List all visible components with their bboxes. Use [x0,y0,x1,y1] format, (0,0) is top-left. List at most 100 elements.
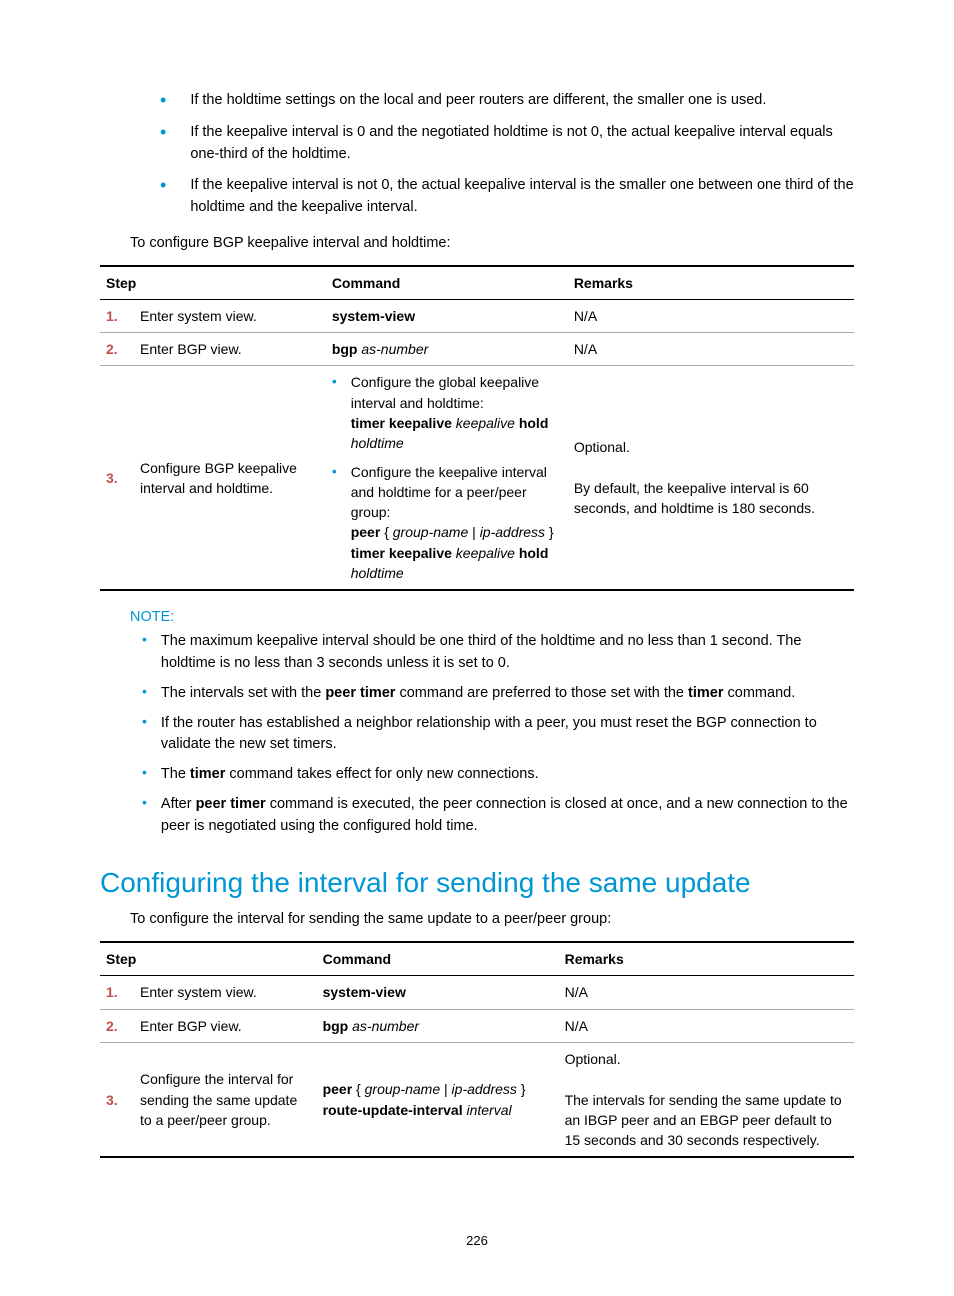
remark-cell: N/A [559,976,854,1009]
cmd-text: | [444,1081,448,1097]
remark-cell: N/A [559,1009,854,1042]
remark-cell: N/A [568,333,854,366]
cmd-bold: route-update-interval [323,1102,463,1118]
cmd-text: } [521,1081,526,1097]
remark-cell: N/A [568,299,854,332]
cmd-bold: system-view [332,308,415,324]
remark-text: The intervals for sending the same updat… [565,1092,842,1149]
note-list: • The maximum keepalive interval should … [142,631,854,837]
header-remarks: Remarks [568,266,854,300]
cmd-italic: as-number [352,1018,419,1034]
page-number: 226 [0,1233,954,1248]
list-item: • Configure the keepalive interval and h… [332,462,562,584]
table-row: 1. Enter system view. system-view N/A [100,299,854,332]
bullet-icon: • [160,175,166,197]
bullet-icon: • [332,462,337,480]
cmd-bold: hold [519,415,549,431]
header-command: Command [317,942,559,976]
cmd-bold: peer [351,524,381,540]
step-desc: Enter system view. [134,299,326,332]
bullet-text: If the holdtime settings on the local an… [190,90,766,112]
t: The [161,766,190,782]
cmd-bold: peer [323,1081,353,1097]
note-text: The maximum keepalive interval should be… [161,631,854,675]
note-header: NOTE: [130,609,854,625]
b: timer [688,685,723,701]
cmd-italic: group-name [393,524,469,540]
remark-text: Optional. [565,1051,621,1067]
cmd-italic: group-name [365,1081,441,1097]
command-cell: bgp as-number [317,1009,559,1042]
list-item: • If the keepalive interval is not 0, th… [160,175,854,219]
cmd-italic: holdtime [351,565,404,581]
command-cell: system-view [326,299,568,332]
b: peer timer [325,685,395,701]
cmd-text: Configure the global keepalive interval … [351,374,539,410]
bullet-text: If the keepalive interval is not 0, the … [190,175,854,219]
intro-text-2: To configure the interval for sending th… [130,911,854,927]
list-item: • Configure the global keepalive interva… [332,372,562,453]
bullet-text: If the keepalive interval is 0 and the n… [190,122,854,166]
cmd-italic: interval [466,1102,511,1118]
bullet-icon: • [142,713,147,730]
remark-cell: Optional. The intervals for sending the … [559,1042,854,1157]
cmd-block: Configure the global keepalive interval … [351,372,562,453]
note-text: After peer timer command is executed, th… [161,794,854,838]
cmd-text: { [384,524,389,540]
remark-cell: Optional. By default, the keepalive inte… [568,366,854,590]
cmd-italic: as-number [361,341,428,357]
command-cell: peer { group-name | ip-address } route-u… [317,1042,559,1157]
intro-text-1: To configure BGP keepalive interval and … [130,235,854,251]
keepalive-table: Step Command Remarks 1. Enter system vie… [100,265,854,592]
step-desc: Enter BGP view. [134,333,326,366]
bullet-icon: • [142,764,147,781]
top-bullet-list: • If the holdtime settings on the local … [160,90,854,219]
cmd-bullets: • Configure the global keepalive interva… [332,372,562,583]
t: command takes effect for only new connec… [225,766,538,782]
remark-text: By default, the keepalive interval is 60… [574,480,815,516]
bullet-icon: • [142,683,147,700]
step-desc: Configure the interval for sending the s… [134,1042,317,1157]
note-text: The intervals set with the peer timer co… [161,683,795,705]
bullet-icon: • [142,794,147,811]
list-item: • If the router has established a neighb… [142,713,854,757]
cmd-text: | [472,524,476,540]
table-row: 1. Enter system view. system-view N/A [100,976,854,1009]
cmd-bold: timer keepalive [351,545,452,561]
cmd-italic: ip-address [480,524,545,540]
list-item: • After peer timer command is executed, … [142,794,854,838]
page: • If the holdtime settings on the local … [0,0,954,1296]
step-desc: Enter BGP view. [134,1009,317,1042]
step-number: 1. [100,976,134,1009]
cmd-bold: bgp [332,341,358,357]
header-command: Command [326,266,568,300]
table-header-row: Step Command Remarks [100,942,854,976]
table-row: 2. Enter BGP view. bgp as-number N/A [100,1009,854,1042]
b: timer [190,766,225,782]
bullet-icon: • [160,122,166,144]
cmd-text: Configure the keepalive interval and hol… [351,464,547,521]
t: command are preferred to those set with … [395,685,688,701]
step-number: 3. [100,1042,134,1157]
section-heading: Configuring the interval for sending the… [100,867,854,899]
cmd-bold: bgp [323,1018,349,1034]
bullet-icon: • [160,90,166,112]
remark-text: Optional. [574,439,630,455]
step-number: 2. [100,1009,134,1042]
list-item: • The timer command takes effect for onl… [142,764,854,786]
cmd-italic: keepalive [456,545,515,561]
cmd-bold: hold [519,545,549,561]
cmd-bold: timer keepalive [351,415,452,431]
list-item: • If the holdtime settings on the local … [160,90,854,112]
step-number: 1. [100,299,134,332]
table-row: 3. Configure the interval for sending th… [100,1042,854,1157]
note-text: The timer command takes effect for only … [161,764,539,786]
bullet-icon: • [332,372,337,390]
step-desc: Enter system view. [134,976,317,1009]
bullet-icon: • [142,631,147,648]
header-step: Step [100,266,326,300]
t: After [161,796,196,812]
t: The intervals set with the [161,685,325,701]
t: command. [724,685,796,701]
list-item: • If the keepalive interval is 0 and the… [160,122,854,166]
